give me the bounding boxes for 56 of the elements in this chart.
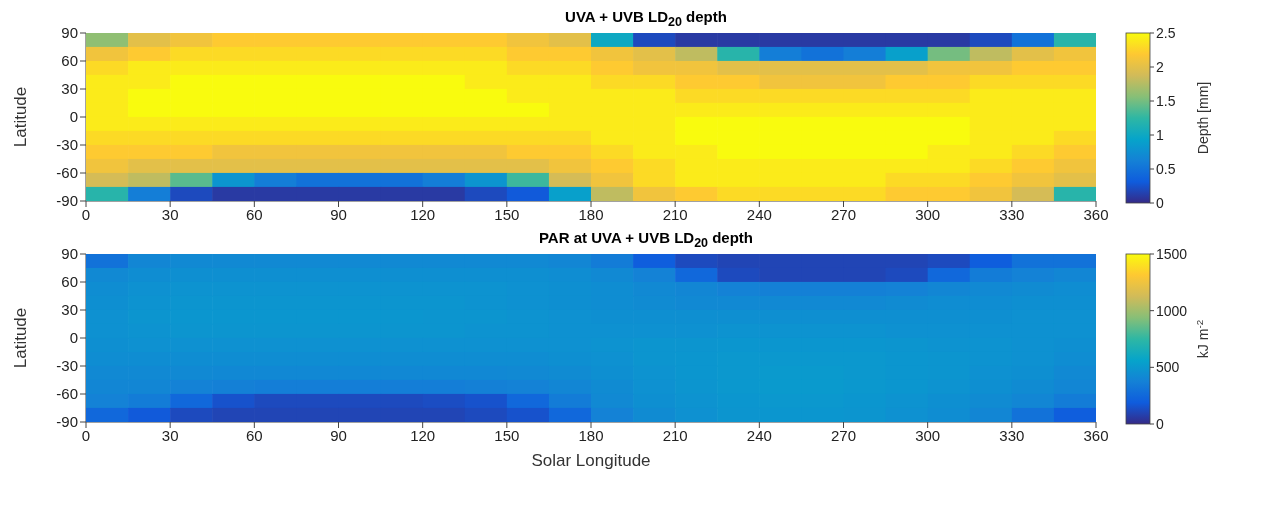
x-tick-label: 240 [746, 426, 772, 444]
chart-title: PAR at UVA + UVB LD$_{20}$ depth [538, 229, 754, 250]
y-tick-label: 30 [61, 80, 78, 98]
x-tick-label: 270 [830, 426, 857, 444]
x-tick-label: 330 [999, 205, 1025, 223]
color-bar-label: 2.5 [1156, 24, 1176, 41]
color-bar-label: 1000 [1156, 302, 1188, 319]
x-tick-label: 150 [494, 426, 520, 444]
y-tick-label: -60 [56, 385, 78, 403]
color-bar-label: 500 [1156, 359, 1180, 376]
x-tick-label: 0 [81, 426, 91, 444]
x-tick-label: 120 [410, 426, 436, 444]
y-tick-label: -60 [56, 164, 78, 182]
y-tick-label: -90 [56, 192, 78, 210]
x-tick-label: 30 [161, 205, 179, 223]
y-tick-label: 90 [61, 24, 78, 42]
chart-title: UVA + UVB LD$_{20}$ depth [565, 8, 727, 29]
x-tick-label: 60 [245, 426, 263, 444]
x-tick-label: 270 [830, 205, 857, 223]
color-bar-label: 0.5 [1156, 160, 1176, 177]
color-bar-label: 0 [1156, 194, 1164, 211]
x-tick-label: 150 [494, 205, 520, 223]
color-bar-label: 1500 [1156, 245, 1188, 262]
y-tick-label: 0 [69, 329, 78, 347]
color-bar-label: 1 [1156, 126, 1164, 143]
color-bar-title: Depth [mm] [1195, 81, 1211, 155]
x-tick-label: 60 [245, 205, 263, 223]
y-tick-label: -30 [56, 136, 78, 154]
x-tick-label: 360 [1083, 426, 1109, 444]
x-tick-label: 330 [999, 426, 1025, 444]
x-tick-label: 90 [330, 426, 347, 444]
color-bar-label: 2 [1156, 58, 1164, 75]
y-tick-label: 60 [61, 273, 78, 291]
x-tick-label: 300 [915, 426, 941, 444]
y-axis-title: Latitude [11, 86, 31, 148]
y-tick-label: 60 [61, 52, 78, 70]
x-tick-label: 360 [1083, 205, 1109, 223]
x-tick-label: 30 [161, 426, 179, 444]
x-axis-title: Solar Longitude [531, 451, 651, 470]
x-tick-label: 300 [915, 205, 941, 223]
x-tick-label: 210 [662, 205, 688, 223]
y-tick-label: 30 [61, 301, 78, 319]
y-tick-label: -30 [56, 357, 78, 375]
x-tick-label: 120 [410, 205, 436, 223]
color-bar-label: 1.5 [1156, 92, 1176, 109]
y-tick-label: 0 [69, 108, 78, 126]
y-tick-label: -90 [56, 413, 78, 431]
x-tick-label: 90 [330, 205, 347, 223]
x-tick-label: 240 [746, 205, 772, 223]
x-tick-label: 0 [81, 205, 91, 223]
x-tick-label: 210 [662, 426, 688, 444]
color-bar-label: 0 [1156, 415, 1164, 432]
y-tick-label: 90 [61, 245, 78, 263]
x-tick-label: 180 [578, 205, 604, 223]
y-axis-title: Latitude [11, 307, 31, 369]
x-tick-label: 180 [578, 426, 604, 444]
